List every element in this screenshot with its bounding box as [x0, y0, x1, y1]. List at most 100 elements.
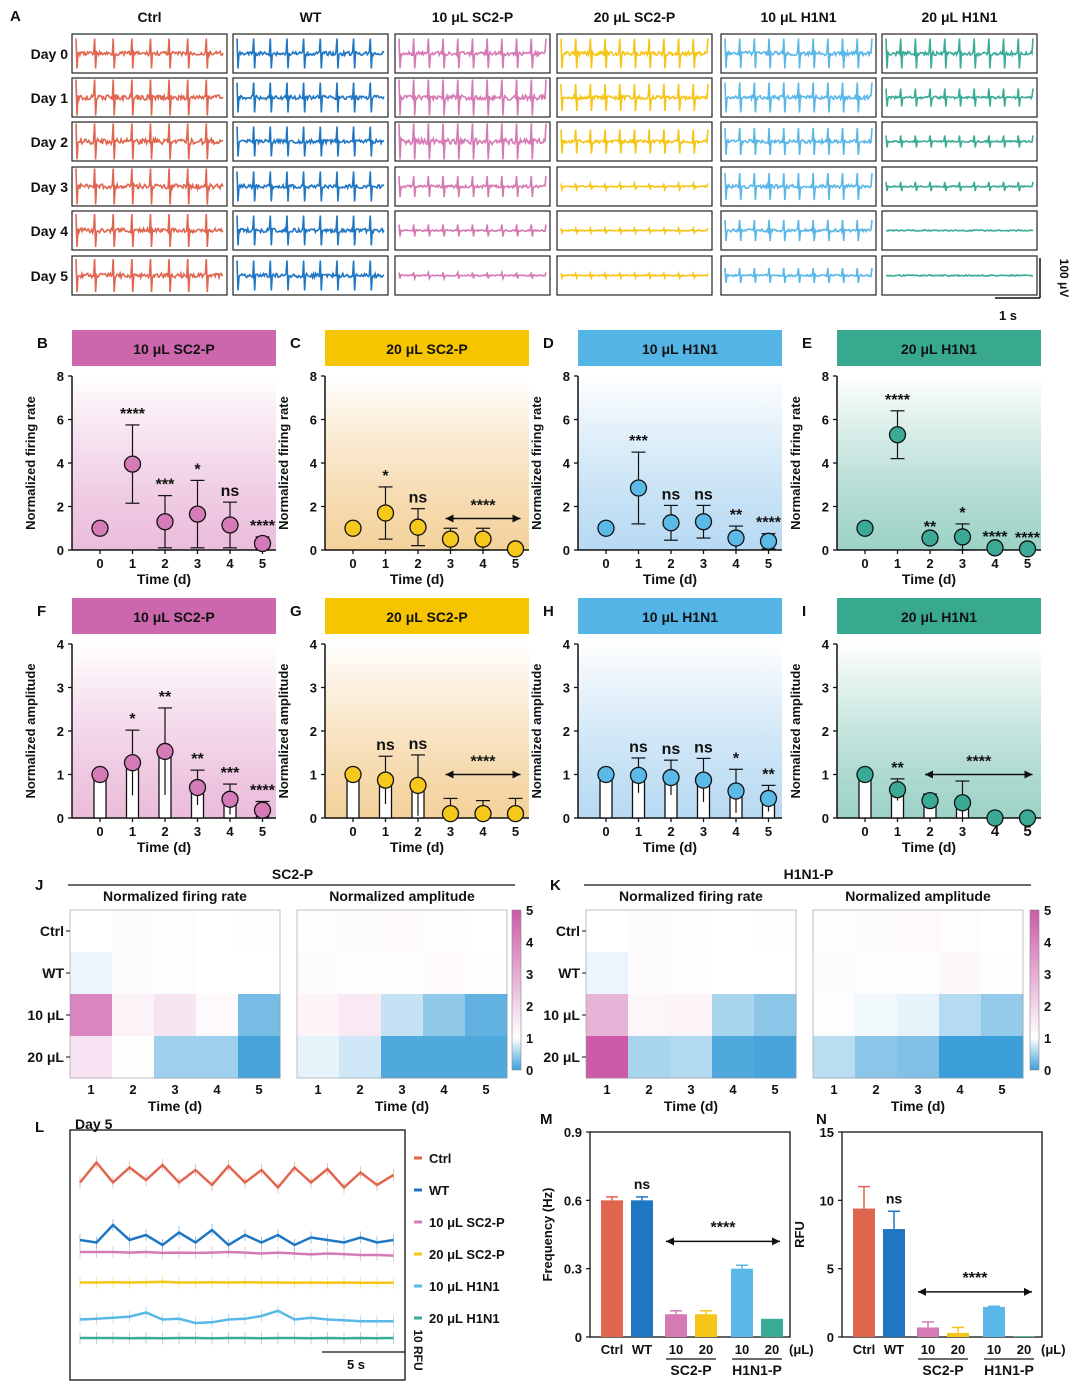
heatmap-cell — [813, 1036, 856, 1079]
colorbar-tick: 4 — [1044, 935, 1052, 950]
heatmap-cell — [939, 910, 982, 953]
x-tick-label: 1 — [894, 824, 901, 839]
heatmap-frame — [69, 909, 281, 1079]
heatmap-cell — [465, 1036, 508, 1079]
data-point — [953, 528, 972, 546]
panel-letter-A: A — [10, 8, 21, 25]
x-tick-label: 20 — [951, 1342, 965, 1357]
x-tick-label: 1 — [129, 556, 136, 571]
heatmap-cell — [813, 994, 856, 1037]
heatmap-cell — [939, 1036, 982, 1079]
series-line — [79, 1309, 394, 1325]
panel-H: H 10 μL H1N1 0 1 2 3 4 Normalized amplitude 0 1 2 3… — [529, 598, 782, 855]
colorbar-tick: 3 — [526, 967, 533, 982]
significance-label: **** — [250, 782, 276, 799]
heatmap-cell — [238, 952, 281, 995]
legend-label: 20 μL SC2-P — [429, 1247, 505, 1262]
y-tick-label: 0.9 — [564, 1125, 582, 1140]
panel-header — [837, 330, 1041, 366]
heatmap-x-tick: 1 — [603, 1082, 610, 1097]
x-tick-label: 3 — [959, 556, 966, 571]
panel-header — [578, 330, 782, 366]
trace-cell — [71, 121, 228, 162]
y-tick-label: 2 — [310, 724, 317, 739]
data-point — [1018, 540, 1037, 558]
x-tick-label: 10 — [987, 1342, 1001, 1357]
bar — [917, 1327, 939, 1337]
data-point — [253, 801, 272, 819]
plot-background — [578, 376, 782, 550]
trace-cell — [881, 210, 1038, 251]
heatmap-cell — [381, 994, 424, 1037]
unit-label: (μL) — [789, 1342, 814, 1357]
heatmap-cell — [112, 1036, 155, 1079]
y-tick-label: 15 — [820, 1125, 834, 1140]
significance-label: ns — [634, 1176, 651, 1192]
x-tick-label: 5 — [512, 824, 519, 839]
data-point — [759, 532, 778, 550]
y-tick-label: 4 — [57, 456, 65, 471]
heatmap-cell — [339, 910, 382, 953]
x-tick-label: 5 — [765, 556, 772, 571]
legend-label: Ctrl — [429, 1151, 451, 1166]
data-point — [156, 513, 174, 531]
bracket-arrow-right — [512, 770, 521, 779]
trace-cell — [394, 166, 551, 207]
heatmap-x-tick: 1 — [87, 1082, 94, 1097]
heatmap-cell — [712, 910, 755, 953]
heatmap-subtitle: Normalized firing rate — [103, 888, 247, 904]
series-line — [80, 1250, 394, 1257]
x-tick-label: 5 — [259, 824, 266, 839]
y-tick-label: 0 — [563, 811, 570, 826]
trace-line — [560, 83, 709, 112]
x-tick-label: 1 — [894, 556, 901, 571]
y-tick-label: 0 — [563, 543, 570, 558]
trace-line — [885, 38, 1034, 69]
significance-label: *** — [156, 477, 175, 494]
x-tick-label: 0 — [861, 556, 868, 571]
heatmap-x-tick: 2 — [645, 1082, 652, 1097]
heatmap-cell — [339, 952, 382, 995]
significance-label: ** — [191, 751, 204, 768]
trace-cell — [720, 210, 877, 251]
trace-line — [885, 88, 1034, 107]
scale-y-label: 10 RFU — [411, 1329, 425, 1370]
data-point — [629, 479, 648, 497]
trace-cell — [232, 77, 389, 118]
data-point — [221, 516, 239, 534]
y-tick-label: 8 — [822, 369, 829, 384]
heatmap-row-label: WT — [42, 965, 64, 981]
trace-cell — [720, 33, 877, 74]
panel-I: I 20 μL H1N1 0 1 2 3 4 Normalized amplitude 0 1 2 3… — [788, 598, 1041, 855]
heatmap-cell — [238, 1036, 281, 1079]
bracket-arrow-left — [666, 1237, 674, 1246]
y-tick-label: 4 — [563, 456, 571, 471]
x-tick-label: 0 — [349, 556, 356, 571]
data-point — [662, 514, 680, 532]
y-tick-label: 3 — [822, 681, 829, 696]
y-tick-label: 4 — [310, 637, 318, 652]
panel-header — [72, 330, 276, 366]
y-axis-label: Normalized amplitude — [788, 663, 803, 798]
x-tick-label: 0 — [96, 824, 103, 839]
bracket-arrow-right — [1024, 770, 1033, 779]
trace-line — [236, 82, 385, 113]
group-label: H1N1-P — [732, 1362, 782, 1378]
y-tick-label: 2 — [57, 500, 64, 515]
trace-cell — [232, 33, 389, 74]
panel-D: D 10 μL H1N1 0 2 4 6 8 Normalized firing rate 0 1… — [529, 330, 782, 587]
heatmap-x-tick: 4 — [213, 1082, 221, 1097]
y-axis-label: Normalized firing rate — [788, 396, 803, 530]
trace-line — [885, 135, 1034, 148]
heatmap-cell — [754, 994, 797, 1037]
heatmap-cell — [196, 952, 239, 995]
heatmap-x-tick: 2 — [356, 1082, 363, 1097]
plot-background — [837, 376, 1041, 550]
panel-N: N 0 5 10 15 RFU Ctrl WT 10 20 10 20 ns **** (μL) SC2-P H… — [792, 1111, 1066, 1378]
bracket-arrow-right — [512, 514, 521, 523]
heatmap-frame — [296, 909, 508, 1079]
heatmap-cell — [70, 1036, 113, 1079]
bracket-label: **** — [471, 754, 497, 771]
heatmap-cell — [70, 994, 113, 1037]
x-tick-label: 5 — [512, 556, 519, 571]
